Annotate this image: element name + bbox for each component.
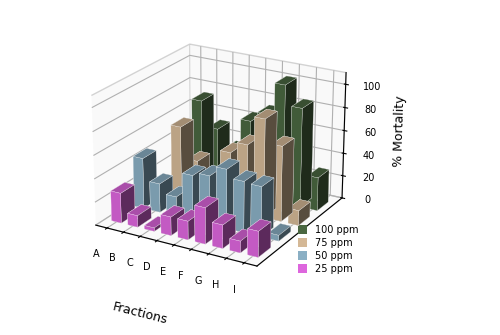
X-axis label: Fractions: Fractions xyxy=(112,300,170,327)
Legend: 100 ppm, 75 ppm, 50 ppm, 25 ppm: 100 ppm, 75 ppm, 50 ppm, 25 ppm xyxy=(296,223,360,276)
